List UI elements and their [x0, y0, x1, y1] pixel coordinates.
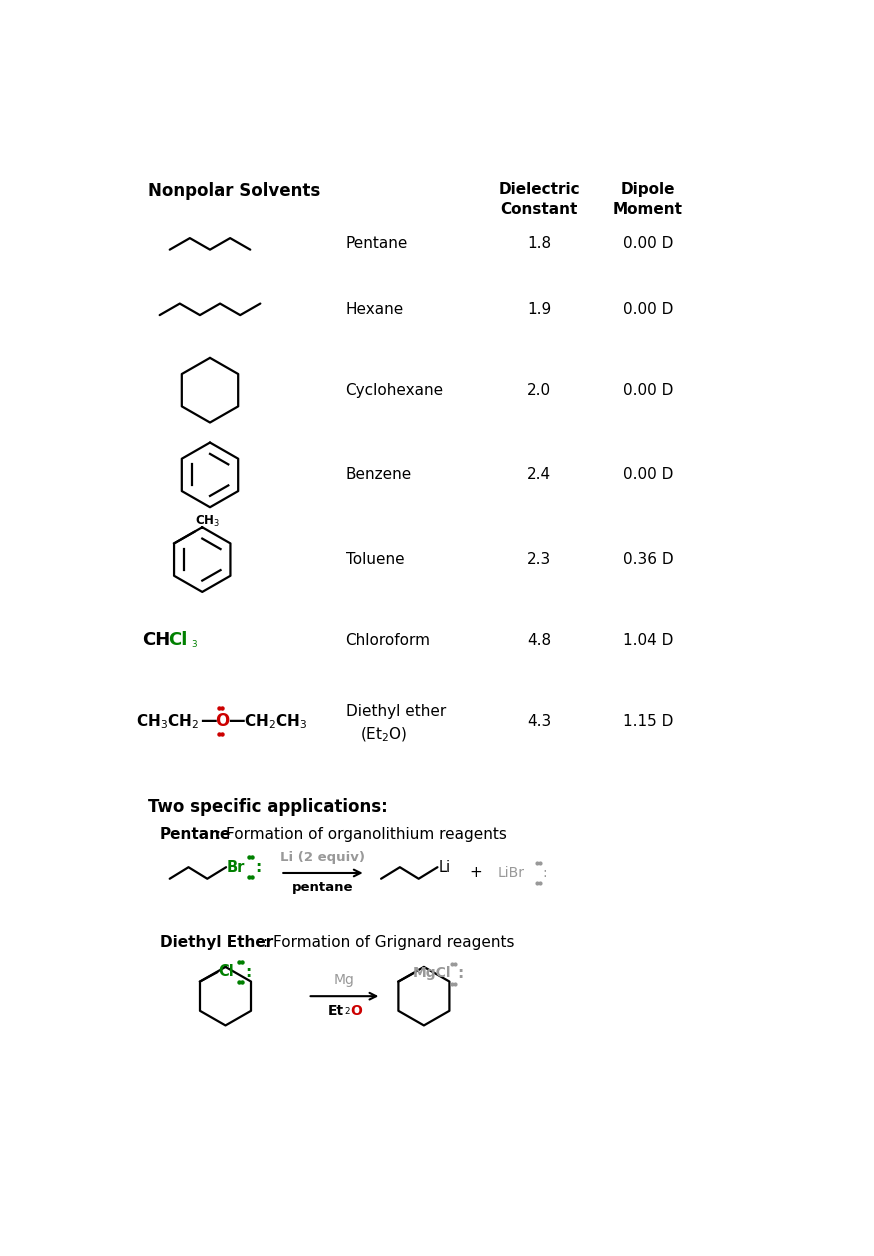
Text: Benzene: Benzene — [345, 467, 412, 482]
Text: 2.3: 2.3 — [527, 553, 551, 568]
Text: Dielectric
Constant: Dielectric Constant — [498, 182, 580, 217]
Text: CH$_2$CH$_3$: CH$_2$CH$_3$ — [244, 712, 308, 731]
Text: O: O — [215, 712, 230, 730]
Text: Mg: Mg — [334, 973, 355, 987]
Text: Chloroform: Chloroform — [345, 633, 431, 648]
Text: Two specific applications:: Two specific applications: — [148, 799, 388, 816]
Text: Pentane: Pentane — [345, 236, 408, 251]
Text: +: + — [470, 865, 482, 880]
Text: 2.4: 2.4 — [527, 467, 551, 482]
Text: Cl: Cl — [218, 965, 233, 978]
Text: Diethyl Ether: Diethyl Ether — [160, 934, 273, 950]
Text: 4.3: 4.3 — [527, 713, 551, 728]
Text: Nonpolar Solvents: Nonpolar Solvents — [148, 182, 320, 200]
Text: LiBr: LiBr — [498, 865, 525, 880]
Text: Cl: Cl — [168, 632, 188, 649]
Text: 1.9: 1.9 — [527, 301, 551, 317]
Text: Pentane: Pentane — [160, 826, 231, 842]
Text: : Formation of organolithium reagents: : Formation of organolithium reagents — [216, 826, 507, 842]
Text: : Formation of Grignard reagents: : Formation of Grignard reagents — [263, 934, 514, 950]
Text: MgCl: MgCl — [413, 966, 452, 980]
Text: 1.15 D: 1.15 D — [622, 713, 673, 728]
Text: $_3$: $_3$ — [191, 637, 198, 651]
Text: 1.04 D: 1.04 D — [622, 633, 673, 648]
Text: pentane: pentane — [292, 880, 354, 894]
Text: CH: CH — [142, 632, 170, 649]
Text: :: : — [457, 966, 463, 981]
Text: CH$_3$: CH$_3$ — [195, 514, 220, 529]
Text: Cyclohexane: Cyclohexane — [345, 383, 444, 398]
Text: 4.8: 4.8 — [527, 633, 551, 648]
Text: :: : — [245, 965, 251, 980]
Text: :: : — [255, 859, 262, 874]
Text: Toluene: Toluene — [345, 553, 405, 568]
Text: 0.00 D: 0.00 D — [622, 383, 673, 398]
Text: —: — — [200, 712, 217, 730]
Text: 0.00 D: 0.00 D — [622, 236, 673, 251]
Text: 0.00 D: 0.00 D — [622, 301, 673, 317]
Text: 1.8: 1.8 — [527, 236, 551, 251]
Text: $_2$: $_2$ — [343, 1004, 350, 1017]
Text: O: O — [350, 1004, 363, 1017]
Text: Dipole
Moment: Dipole Moment — [613, 182, 683, 217]
Text: CH$_3$CH$_2$: CH$_3$CH$_2$ — [136, 712, 199, 731]
Text: Li (2 equiv): Li (2 equiv) — [281, 850, 365, 864]
Text: Br: Br — [227, 859, 246, 874]
Text: —: — — [228, 712, 245, 730]
Text: Et: Et — [328, 1004, 343, 1017]
Text: :: : — [543, 865, 547, 880]
Text: Hexane: Hexane — [345, 301, 404, 317]
Text: 0.00 D: 0.00 D — [622, 467, 673, 482]
Text: (Et$_2$O): (Et$_2$O) — [359, 725, 407, 744]
Text: 0.36 D: 0.36 D — [622, 553, 673, 568]
Text: 2.0: 2.0 — [527, 383, 551, 398]
Text: Li: Li — [438, 859, 450, 874]
Text: Diethyl ether: Diethyl ether — [345, 703, 446, 718]
